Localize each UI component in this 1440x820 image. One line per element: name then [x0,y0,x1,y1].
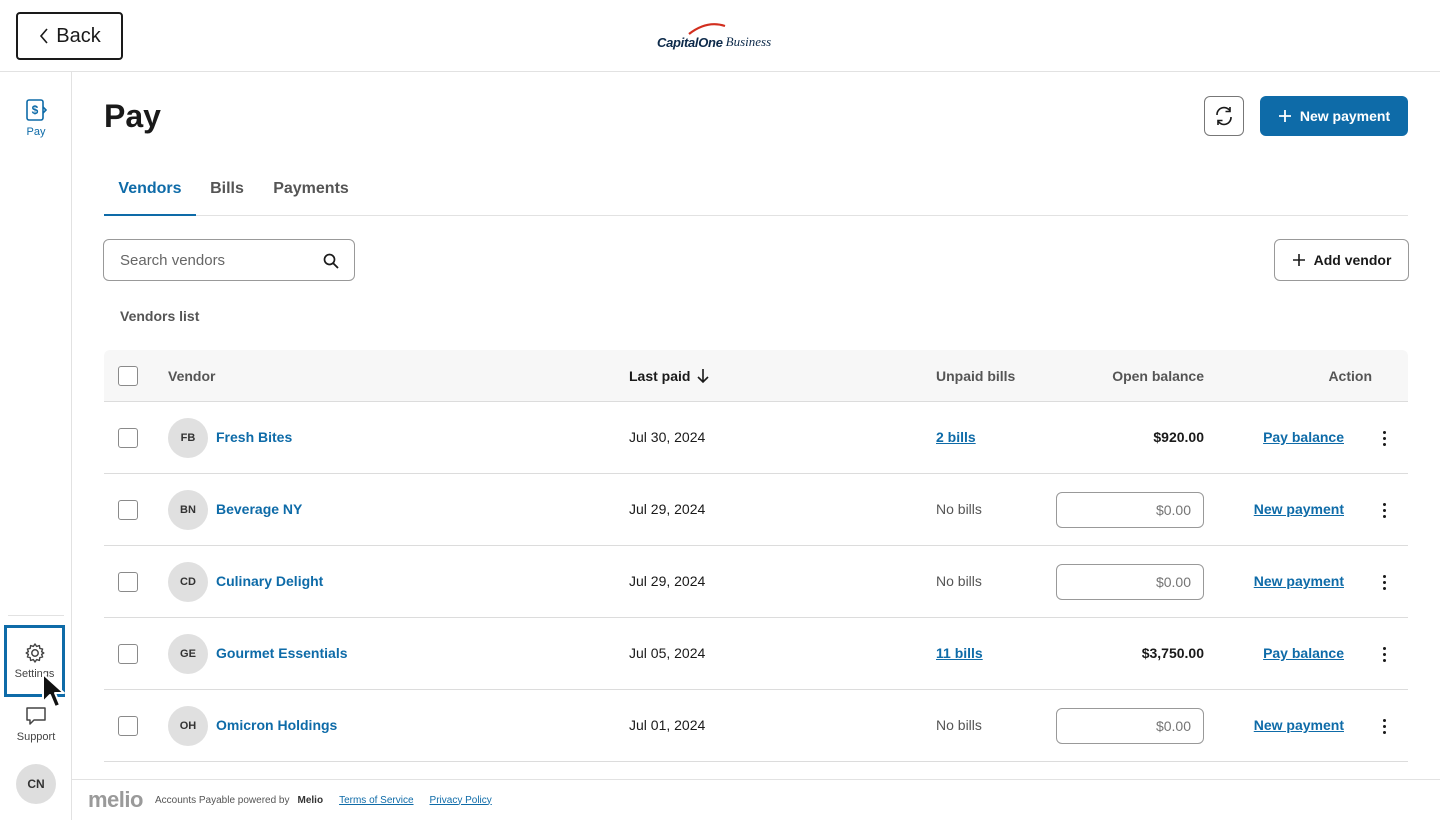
vendor-avatar: BN [168,490,208,530]
gear-icon [25,643,44,663]
tab-bills[interactable]: Bills [210,180,244,197]
vendor-name-link[interactable]: Fresh Bites [216,429,293,445]
back-button[interactable]: Back [16,12,123,60]
table-row: GE Gourmet Essentials Jul 05, 2024 11 bi… [104,618,1408,690]
payment-amount-input[interactable] [1056,708,1204,744]
chevron-left-icon [40,28,48,44]
sidebar-item-pay[interactable]: $ Pay [0,98,72,138]
plus-icon [1278,110,1291,122]
pay-balance-link[interactable]: Pay balance [1263,429,1344,445]
back-button-label: Back [56,24,101,47]
last-paid-date: Jul 01, 2024 [629,717,706,733]
vendor-avatar: OH [168,706,208,746]
sidebar-item-settings[interactable]: Settings [4,625,65,697]
melio-logo: melio [88,787,143,812]
vendor-name-link[interactable]: Gourmet Essentials [216,645,348,661]
footer: melio Accounts Payable powered by Melio … [72,779,1440,820]
row-checkbox[interactable] [118,716,138,736]
new-payment-button[interactable]: New payment [1260,96,1408,136]
powered-by-brand: Melio [297,794,324,806]
page-title: Pay [104,98,161,134]
search-input[interactable] [105,241,305,279]
vendors-list-caption: Vendors list [120,308,200,324]
user-avatar[interactable]: CN [16,764,56,804]
new-payment-label: New payment [1299,108,1391,124]
column-header-vendor[interactable]: Vendor [168,368,216,384]
column-header-last-paid[interactable]: Last paid [629,368,710,384]
pay-balance-link[interactable]: Pay balance [1263,645,1344,661]
capital-one-business-logo: CapitalOne Business [657,22,781,50]
refresh-icon [1216,106,1232,126]
terms-of-service-link[interactable]: Terms of Service [339,794,414,806]
sidebar: $ Pay Settings Support CN [0,72,72,820]
vendor-avatar: FB [168,418,208,458]
table-row: CD Culinary Delight Jul 29, 2024 No bill… [104,546,1408,618]
last-paid-date: Jul 29, 2024 [629,501,706,517]
vendor-avatar: GE [168,634,208,674]
column-header-unpaid-bills[interactable]: Unpaid bills [936,368,1016,384]
sidebar-item-label: Pay [26,126,46,138]
column-header-label: Last paid [629,368,691,384]
vendor-name-link[interactable]: Culinary Delight [216,573,324,589]
more-options-icon[interactable] [1376,498,1392,522]
open-balance-value: $920.00 [1153,429,1204,445]
tab-bar: Vendors Bills Payments [104,166,1408,216]
open-balance-value: $3,750.00 [1141,645,1204,661]
column-header-open-balance[interactable]: Open balance [1112,368,1204,384]
new-payment-link[interactable]: New payment [1253,573,1344,589]
search-icon[interactable] [322,252,340,270]
sidebar-item-label: Support [16,731,56,743]
unpaid-bills-text: No bills [936,501,982,517]
row-checkbox[interactable] [118,572,138,592]
row-checkbox[interactable] [118,500,138,520]
vendor-name-link[interactable]: Beverage NY [216,501,303,517]
more-options-icon[interactable] [1376,570,1392,594]
table-row: BN Beverage NY Jul 29, 2024 No bills New… [104,474,1408,546]
svg-text:$: $ [32,103,39,117]
more-options-icon[interactable] [1376,426,1392,450]
vendors-table: Vendor Last paid Unpaid bills Open balan… [104,350,1408,762]
sidebar-item-support[interactable]: Support [0,705,72,743]
new-payment-link[interactable]: New payment [1253,717,1344,733]
pay-icon: $ [26,99,47,121]
brand-capital-one: CapitalOne [657,35,723,50]
unpaid-bills-link[interactable]: 2 bills [936,429,976,445]
last-paid-date: Jul 29, 2024 [629,573,706,589]
add-vendor-label: Add vendor [1313,252,1392,268]
privacy-policy-link[interactable]: Privacy Policy [429,794,492,806]
unpaid-bills-link[interactable]: 11 bills [936,645,983,661]
top-bar: Back CapitalOne Business [0,0,1440,72]
column-header-action: Action [1328,368,1372,384]
vendor-avatar: CD [168,562,208,602]
tab-payments[interactable]: Payments [273,180,349,197]
table-row: OH Omicron Holdings Jul 01, 2024 No bill… [104,690,1408,762]
refresh-button[interactable] [1204,96,1244,136]
last-paid-date: Jul 30, 2024 [629,429,706,445]
add-vendor-button[interactable]: Add vendor [1274,239,1409,281]
table-header: Vendor Last paid Unpaid bills Open balan… [104,350,1408,402]
vendor-name-link[interactable]: Omicron Holdings [216,717,338,733]
more-options-icon[interactable] [1376,642,1392,666]
row-checkbox[interactable] [118,644,138,664]
select-all-checkbox[interactable] [118,366,138,386]
row-checkbox[interactable] [118,428,138,448]
last-paid-date: Jul 05, 2024 [629,645,706,661]
table-row: FB Fresh Bites Jul 30, 2024 2 bills $920… [104,402,1408,474]
brand-business: Business [725,34,772,49]
search-box [103,239,355,281]
unpaid-bills-text: No bills [936,573,982,589]
plus-icon [1292,254,1305,266]
payment-amount-input[interactable] [1056,564,1204,600]
powered-by-text: Accounts Payable powered by [154,794,290,806]
arrow-down-icon [697,369,710,384]
unpaid-bills-text: No bills [936,717,982,733]
chat-bubble-icon [26,707,46,725]
sidebar-divider [8,615,64,616]
payment-amount-input[interactable] [1056,492,1204,528]
more-options-icon[interactable] [1376,714,1392,738]
new-payment-link[interactable]: New payment [1253,501,1344,517]
tab-vendors[interactable]: Vendors [104,166,196,216]
sidebar-item-label: Settings [14,668,55,680]
swoosh-icon [688,23,726,35]
